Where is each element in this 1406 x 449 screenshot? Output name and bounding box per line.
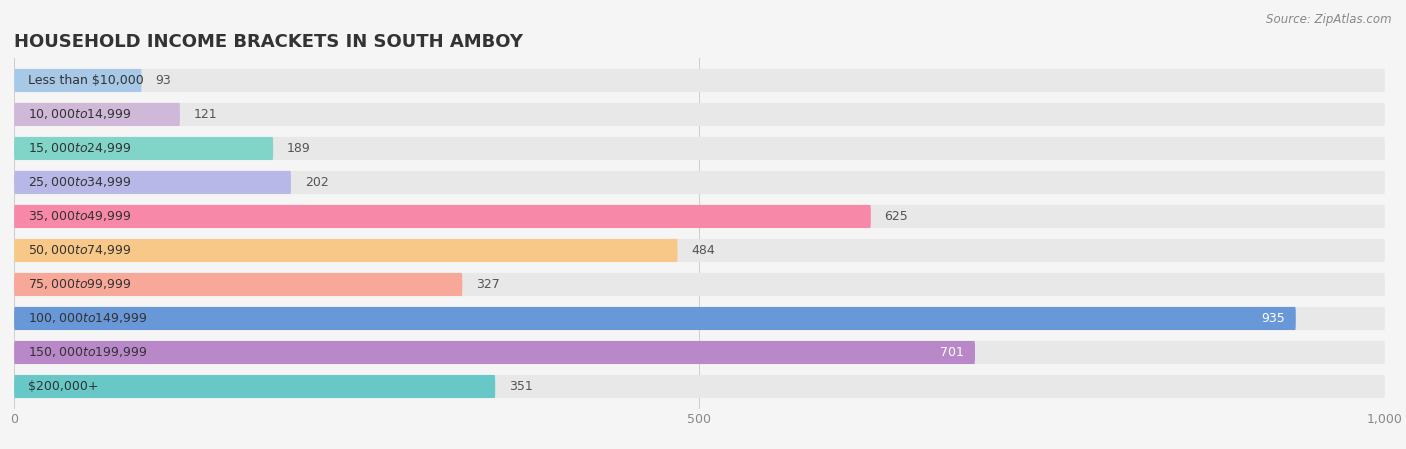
- Text: $35,000 to $49,999: $35,000 to $49,999: [28, 210, 131, 224]
- FancyBboxPatch shape: [14, 341, 974, 364]
- Text: 93: 93: [155, 74, 172, 87]
- Text: Source: ZipAtlas.com: Source: ZipAtlas.com: [1267, 13, 1392, 26]
- FancyBboxPatch shape: [14, 375, 495, 398]
- Text: $150,000 to $199,999: $150,000 to $199,999: [28, 345, 148, 360]
- FancyBboxPatch shape: [14, 307, 1296, 330]
- FancyBboxPatch shape: [14, 103, 180, 126]
- Text: $25,000 to $34,999: $25,000 to $34,999: [28, 176, 131, 189]
- FancyBboxPatch shape: [14, 341, 1385, 364]
- FancyBboxPatch shape: [14, 205, 870, 228]
- Text: Less than $10,000: Less than $10,000: [28, 74, 143, 87]
- Text: 935: 935: [1261, 312, 1285, 325]
- Text: 625: 625: [884, 210, 908, 223]
- FancyBboxPatch shape: [14, 137, 273, 160]
- FancyBboxPatch shape: [14, 69, 1385, 92]
- Text: 701: 701: [941, 346, 965, 359]
- FancyBboxPatch shape: [14, 375, 1385, 398]
- Text: 189: 189: [287, 142, 311, 155]
- Text: 202: 202: [305, 176, 329, 189]
- Text: $200,000+: $200,000+: [28, 380, 98, 393]
- FancyBboxPatch shape: [14, 137, 1385, 160]
- FancyBboxPatch shape: [14, 239, 678, 262]
- FancyBboxPatch shape: [14, 171, 291, 194]
- Text: 484: 484: [692, 244, 716, 257]
- FancyBboxPatch shape: [14, 273, 1385, 296]
- FancyBboxPatch shape: [14, 273, 463, 296]
- Text: $15,000 to $24,999: $15,000 to $24,999: [28, 141, 131, 155]
- FancyBboxPatch shape: [14, 103, 1385, 126]
- Text: $75,000 to $99,999: $75,000 to $99,999: [28, 277, 131, 291]
- FancyBboxPatch shape: [14, 205, 1385, 228]
- FancyBboxPatch shape: [14, 171, 1385, 194]
- Text: $10,000 to $14,999: $10,000 to $14,999: [28, 107, 131, 122]
- FancyBboxPatch shape: [14, 307, 1385, 330]
- FancyBboxPatch shape: [14, 239, 1385, 262]
- Text: $50,000 to $74,999: $50,000 to $74,999: [28, 243, 131, 257]
- Text: HOUSEHOLD INCOME BRACKETS IN SOUTH AMBOY: HOUSEHOLD INCOME BRACKETS IN SOUTH AMBOY: [14, 33, 523, 51]
- Text: 351: 351: [509, 380, 533, 393]
- FancyBboxPatch shape: [14, 69, 142, 92]
- Text: 121: 121: [194, 108, 218, 121]
- Text: 327: 327: [477, 278, 499, 291]
- Text: $100,000 to $149,999: $100,000 to $149,999: [28, 312, 148, 326]
